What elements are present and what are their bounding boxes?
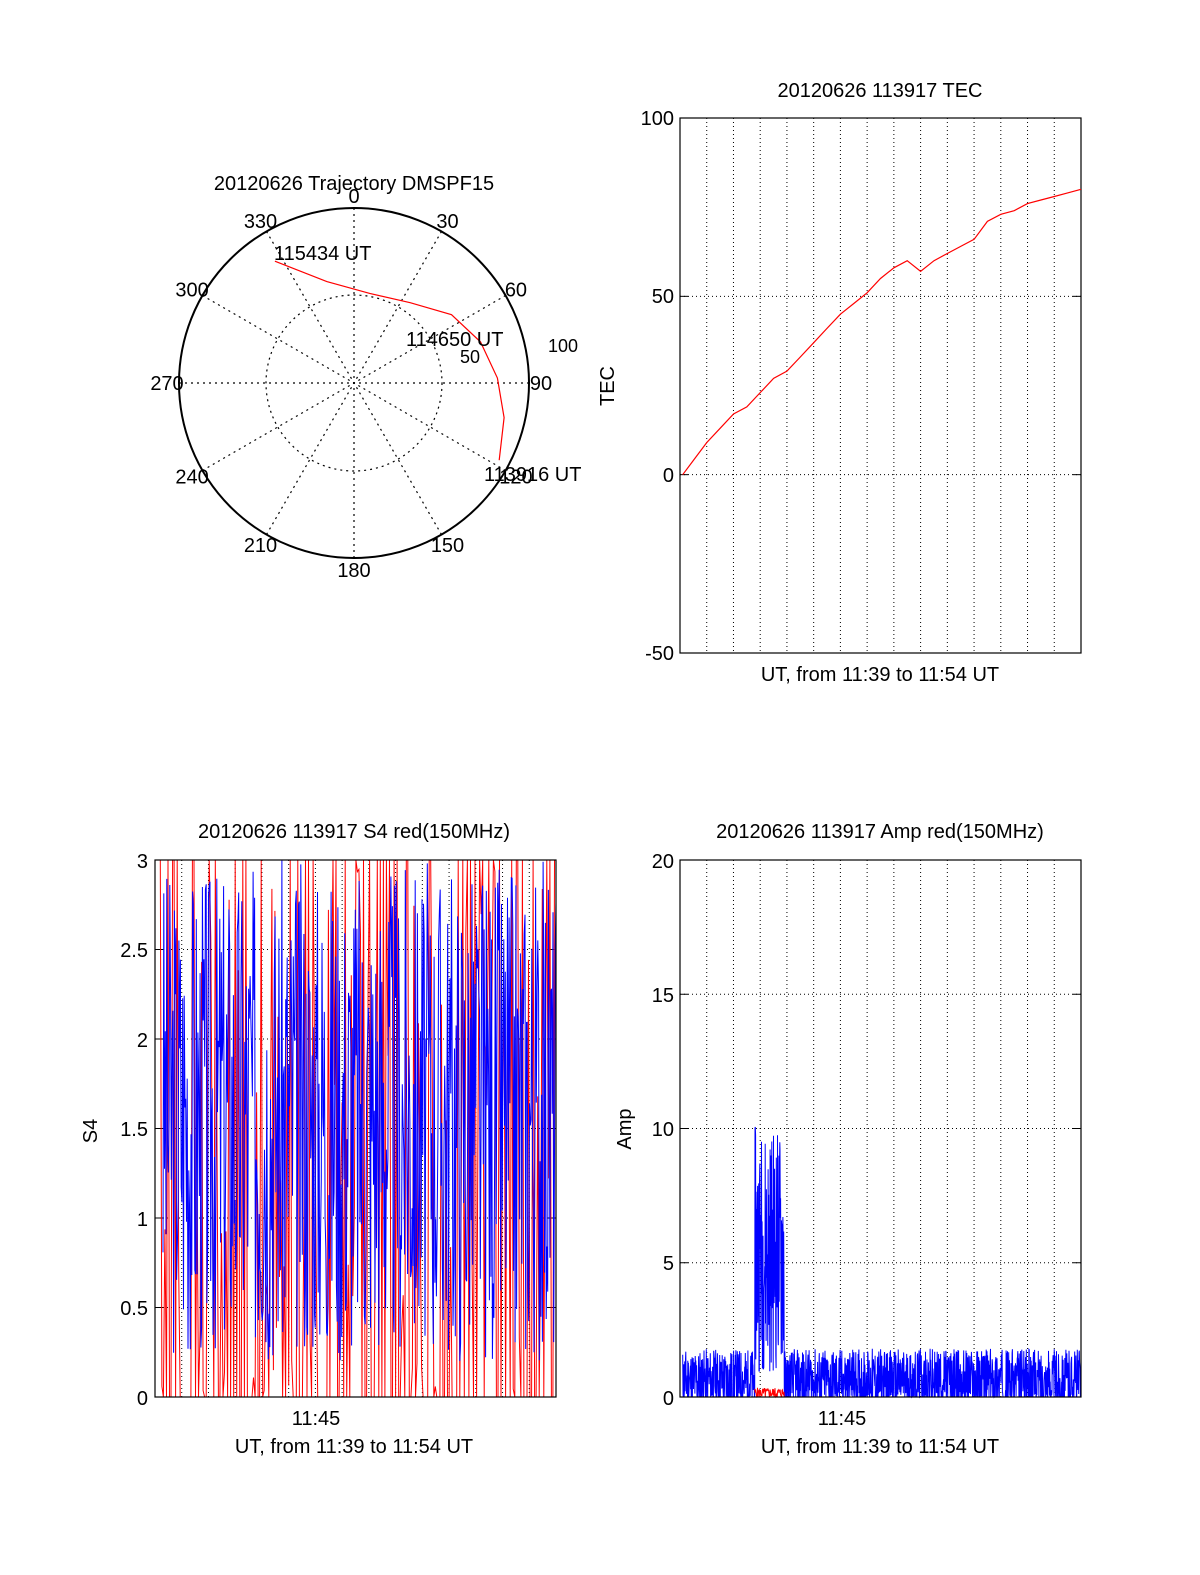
tec-ylabel: TEC (597, 366, 619, 406)
trajectory-track (274, 260, 505, 461)
polar-radial-tick-50: 50 (460, 347, 480, 367)
polar-spoke (265, 231, 443, 535)
polar-angle-labels: 0 30 60 90 120 150 180 210 240 270 300 330 (150, 186, 552, 582)
tec-series-line (682, 188, 1082, 476)
s4-series-blue (162, 860, 557, 1361)
tec-title: 20120626 113917 TEC (778, 80, 983, 102)
trajectory-panel: 20120626 Trajectory DMSPF15 0 30 60 90 120 15… (150, 173, 581, 582)
polar-angle-label: 90 (530, 373, 552, 395)
trajectory-label-mid: 114650 UT (406, 329, 503, 351)
amp-title: 20120626 113917 Amp red(150MHz) (716, 821, 1044, 843)
amp-series-blue (682, 1126, 1082, 1399)
polar-angle-label: 300 (175, 280, 208, 302)
amp-plot-frame (679, 859, 1082, 1398)
s4-xtick-1145: 11:45 (292, 1408, 341, 1430)
s4-xlabel: UT, from 11:39 to 11:54 UT (235, 1436, 473, 1458)
amp-series-red (754, 1387, 785, 1399)
s4-panel: 20120626 113917 S4 red(150MHz) 3 2.5 2 1… (80, 821, 557, 1458)
polar-radial-tick-100: 100 (548, 336, 578, 356)
amp-ylabel: Amp (614, 1108, 636, 1149)
amp-grid (680, 859, 1081, 1398)
polar-angle-label: 180 (337, 560, 370, 582)
polar-angle-label: 30 (436, 211, 458, 233)
s4-ytick-1: 1 (137, 1209, 148, 1231)
amp-ytick-15: 15 (652, 985, 674, 1007)
tec-ytick-100: 100 (641, 108, 674, 130)
amp-xlabel: UT, from 11:39 to 11:54 UT (761, 1436, 999, 1458)
polar-angle-label: 270 (150, 373, 183, 395)
polar-angle-label: 210 (244, 535, 277, 557)
s4-ytick-1-5: 1.5 (120, 1119, 148, 1141)
polar-grid-spokes (179, 208, 529, 558)
s4-ytick-2-5: 2.5 (120, 940, 148, 962)
trajectory-label-start: 113916 UT (484, 464, 581, 486)
amp-xtick-1145: 11:45 (818, 1408, 867, 1430)
polar-angle-label: 330 (244, 211, 277, 233)
tec-ytick-0: 0 (663, 465, 674, 487)
s4-ytick-3: 3 (137, 851, 148, 873)
s4-ylabel: S4 (80, 1119, 102, 1143)
trajectory-label-end: 115434 UT (274, 243, 371, 265)
tec-xlabel: UT, from 11:39 to 11:54 UT (761, 664, 999, 686)
amp-panel: 20120626 113917 Amp red(150MHz) 20 15 10… (614, 821, 1082, 1458)
tec-ytick-50: 50 (652, 286, 674, 308)
s4-ytick-0-5: 0.5 (120, 1298, 148, 1320)
polar-angle-label: 0 (348, 186, 359, 208)
s4-ytick-2: 2 (137, 1030, 148, 1052)
amp-ytick-0: 0 (663, 1388, 674, 1410)
polar-grid-circle (265, 294, 443, 472)
amp-ytick-20: 20 (652, 851, 674, 873)
polar-angle-label: 150 (431, 535, 464, 557)
tec-grid (680, 117, 1081, 654)
tec-plot-frame (679, 117, 1082, 654)
tec-panel: 20120626 113917 TEC 100 50 0 -50 TEC UT,… (597, 80, 1082, 686)
polar-angle-label: 120 (499, 467, 532, 489)
trajectory-title: 20120626 Trajectory DMSPF15 (214, 173, 494, 195)
s4-ytick-0: 0 (137, 1388, 148, 1410)
amp-ytick-10: 10 (652, 1119, 674, 1141)
polar-angle-label: 60 (505, 280, 527, 302)
s4-plot-frame (154, 859, 557, 1398)
polar-angle-label: 240 (175, 467, 208, 489)
s4-title: 20120626 113917 S4 red(150MHz) (198, 821, 510, 843)
amp-ytick-5: 5 (663, 1253, 674, 1275)
tec-ytick-minus50: -50 (645, 643, 674, 665)
